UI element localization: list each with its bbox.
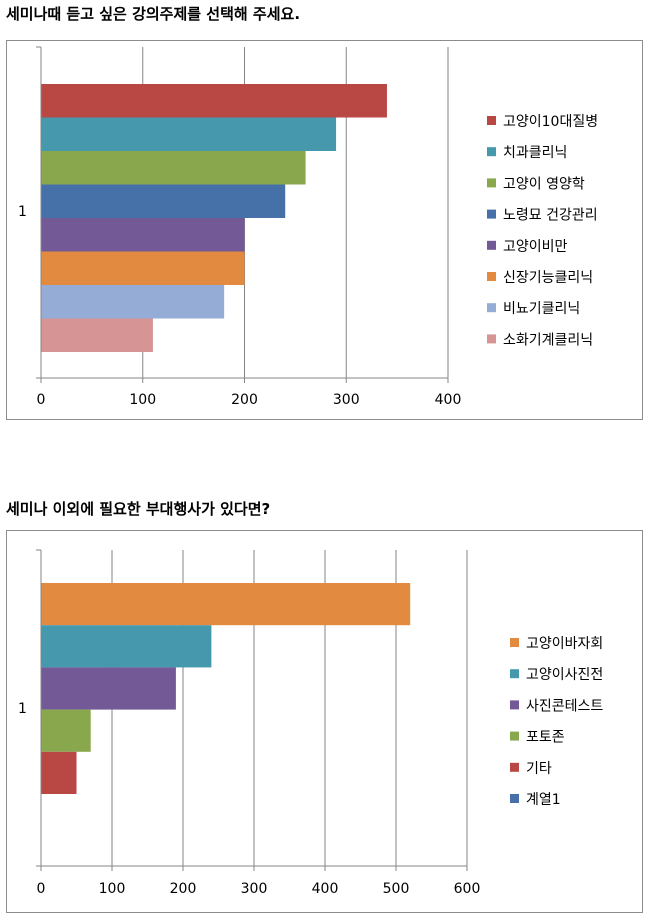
chart-2-tick-label: 100: [99, 881, 126, 897]
chart-2-legend-label: 사진콘테스트: [526, 698, 603, 714]
chart-2-bar: [41, 709, 91, 752]
chart-2-legend-swatch: [510, 762, 519, 772]
chart-1-tick-label: 300: [333, 392, 360, 408]
chart-1-legend-label: 고양이10대질병: [503, 114, 598, 130]
chart-1-legend-label: 비뇨기클리닉: [503, 301, 580, 317]
chart-2-tick-label: 600: [454, 881, 481, 897]
chart-2-legend-label: 기타: [526, 761, 552, 777]
chart-2-bar: [41, 625, 212, 668]
chart-2-legend-swatch: [510, 794, 519, 803]
chart-2-bar: [41, 751, 77, 794]
chart-1-bar: [41, 218, 245, 252]
chart-2-tick-label: 400: [312, 881, 339, 897]
chart-1-bar: [41, 151, 306, 185]
chart-1-legend-swatch: [487, 240, 496, 250]
chart-1-category-label: 1: [18, 204, 27, 220]
chart-2-legend-label: 계열1: [526, 792, 561, 808]
chart-2-bar: [41, 583, 411, 626]
chart-2-bar: [41, 667, 176, 710]
chart-1-tick-label: 100: [129, 392, 156, 408]
chart-1-legend-swatch: [487, 178, 496, 188]
chart-2-tick-label: 300: [241, 881, 268, 897]
chart-1-legend-label: 고양이비만: [503, 239, 568, 255]
chart-1-bar: [41, 251, 245, 285]
chart-1-legend-label: 소화기계클리닉: [503, 332, 593, 348]
chart-1-bar: [41, 117, 337, 151]
chart-2-tick-label: 0: [37, 881, 46, 897]
chart-1-bar: [41, 285, 225, 319]
chart-1-legend-label: 신장기능클리닉: [503, 270, 593, 286]
chart-1-legend-swatch: [487, 272, 496, 281]
chart-1-legend-label: 치과클리닉: [503, 145, 567, 161]
chart-1-tick-label: 200: [231, 392, 258, 408]
chart-2-legend-swatch: [510, 669, 519, 679]
chart-2-tick-label: 200: [170, 881, 197, 897]
chart-2-legend-label: 포토존: [526, 730, 565, 746]
chart-2-legend-swatch: [510, 700, 519, 710]
chart-2-legend-swatch: [510, 731, 519, 741]
chart-2-tick-label: 500: [383, 881, 410, 897]
chart-1-legend-label: 노령묘 건강관리: [503, 208, 598, 224]
chart-1-bar: [41, 318, 153, 352]
chart-1-legend-swatch: [487, 209, 496, 219]
chart-1-legend-swatch: [487, 147, 496, 157]
chart-2-category-label: 1: [18, 701, 27, 717]
chart-1-tick-label: 0: [37, 392, 46, 408]
chart-1-tick-label: 400: [435, 392, 462, 408]
chart-1-legend-swatch: [487, 303, 496, 313]
chart-2-legend-label: 고양이사진전: [526, 667, 603, 683]
chart-1-legend-label: 고양이 영양학: [503, 176, 585, 192]
chart-1-bar: [41, 184, 286, 218]
chart-1-legend-swatch: [487, 334, 496, 344]
chart-1-legend-swatch: [487, 116, 496, 125]
chart-1-bar: [41, 84, 387, 118]
chart-2-title: 세미나 이외에 필요한 부대행사가 있다면?: [6, 500, 271, 518]
chart-2-legend-label: 고양이바자회: [526, 636, 603, 652]
chart-1-title: 세미나때 듣고 싶은 강의주제를 선택해 주세요.: [6, 5, 301, 23]
chart-2-legend-swatch: [510, 638, 519, 647]
